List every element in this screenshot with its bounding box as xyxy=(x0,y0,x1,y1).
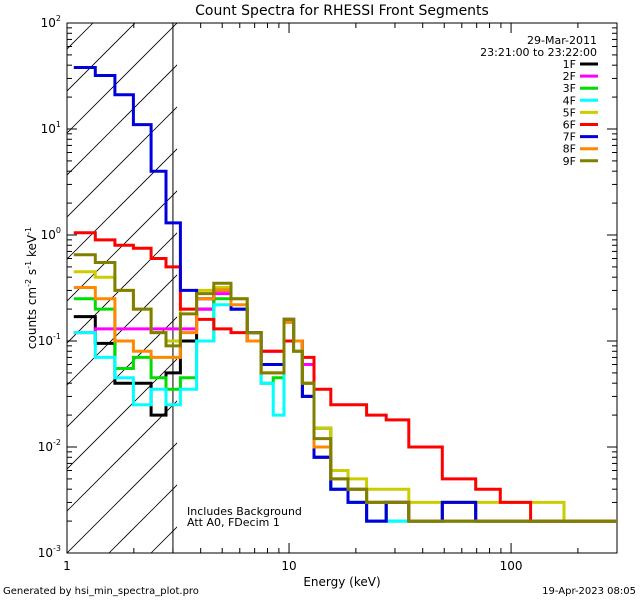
axis-ticks: 1 10 100 10-3 10-2 10-1 100 101 102 xyxy=(38,14,618,573)
legend-label-6f: 6F xyxy=(563,119,576,132)
series-4f-line xyxy=(73,303,617,523)
legend-label-5f: 5F xyxy=(563,106,576,119)
legend-label-3f: 3F xyxy=(563,82,576,95)
legend-label-4f: 4F xyxy=(563,94,576,107)
hatch-line xyxy=(67,400,177,512)
y-tick-label: 10-3 xyxy=(38,544,61,560)
y-tick-label: 10-1 xyxy=(38,332,61,348)
time-range-label: 23:21:00 to 23:22:00 xyxy=(480,46,597,59)
x-axis-title: Energy (keV) xyxy=(303,575,380,589)
hatch-line xyxy=(67,64,177,176)
legend-label-7f: 7F xyxy=(563,131,576,144)
annotation-attenuator: Att A0, FDecim 1 xyxy=(187,516,280,529)
plot-area xyxy=(66,22,618,554)
generated-by-text: Generated by hsi_min_spectra_plot.pro xyxy=(3,586,199,597)
series-9f-line xyxy=(73,253,617,523)
y-tick-label: 100 xyxy=(41,226,61,242)
render-date-text: 19-Apr-2023 08:05 xyxy=(542,586,636,597)
annotation-background: Includes Background xyxy=(187,505,302,518)
hatch-line xyxy=(67,442,177,553)
hatch-line xyxy=(67,232,177,344)
hatch-line xyxy=(67,274,177,386)
x-tick-label: 100 xyxy=(500,559,523,573)
x-tick-label: 10 xyxy=(281,559,296,573)
x-tick-label: 1 xyxy=(63,559,71,573)
legend-label-2f: 2F xyxy=(563,70,576,83)
y-axis-title: counts cm-2 s-1 keV-1 xyxy=(24,227,39,349)
y-tick-label: 102 xyxy=(41,14,61,30)
date-label: 29-Mar-2011 xyxy=(527,34,597,47)
y-tick-label: 10-2 xyxy=(38,438,61,454)
legend-label-8f: 8F xyxy=(563,143,576,156)
series-lines xyxy=(73,66,617,523)
legend-label-9f: 9F xyxy=(563,155,576,168)
y-tick-label: 101 xyxy=(41,120,61,136)
hatch-line xyxy=(67,358,177,470)
legend-label-1f: 1F xyxy=(563,58,576,71)
chart-title: Count Spectra for RHESSI Front Segments xyxy=(195,3,489,19)
hatch-line xyxy=(67,23,177,134)
